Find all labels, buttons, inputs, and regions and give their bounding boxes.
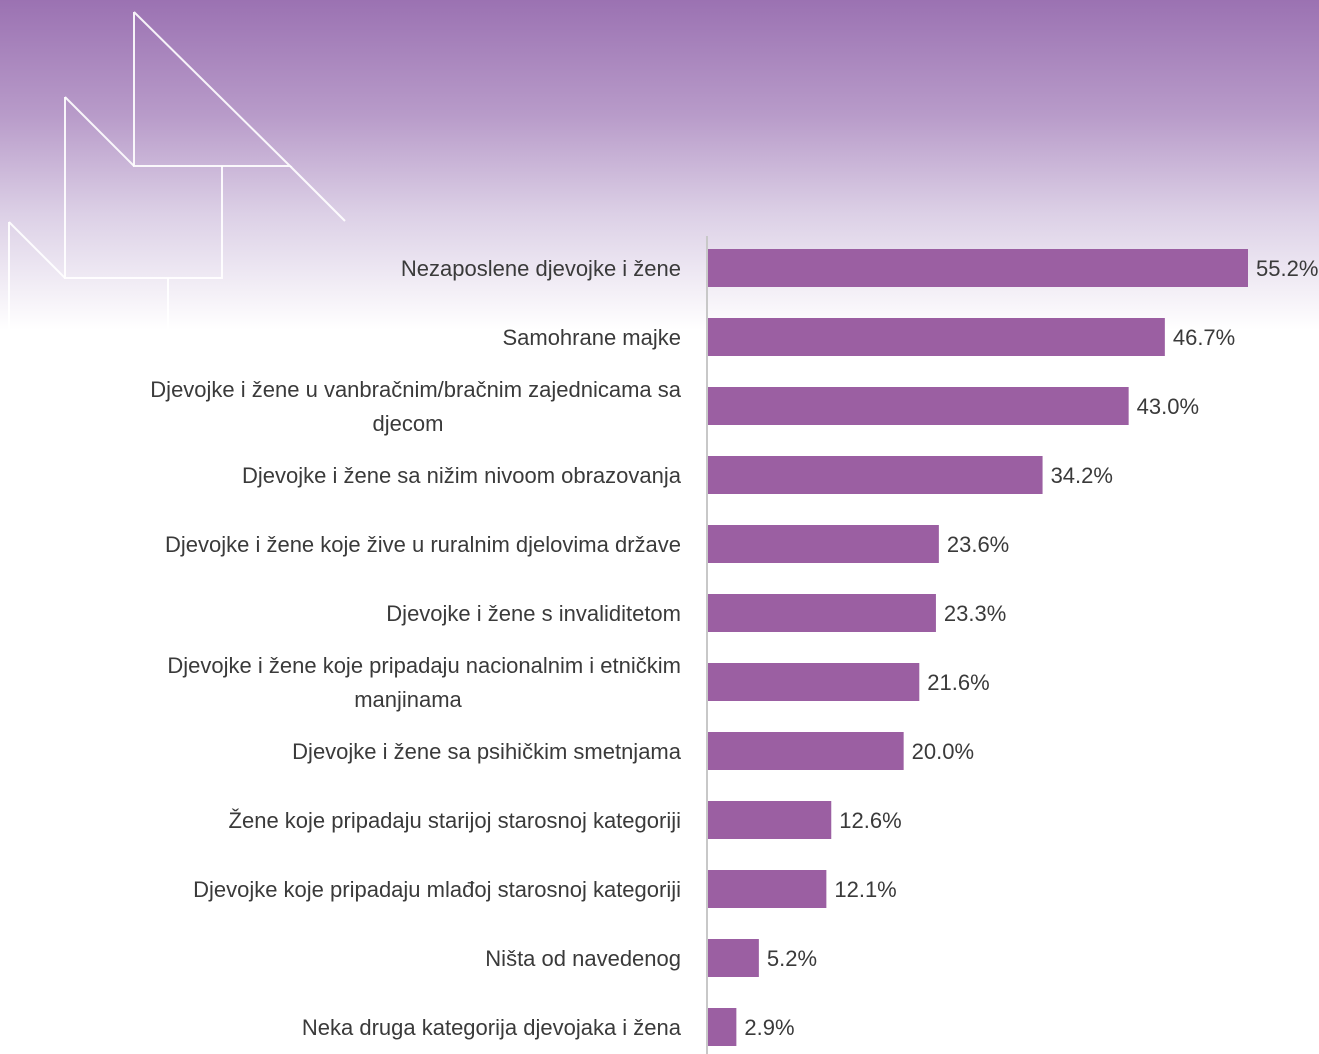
- bar: [708, 456, 1043, 494]
- bar: [708, 801, 832, 839]
- category-label: djecom: [373, 411, 444, 436]
- bar-value-label: 23.3%: [944, 601, 1006, 626]
- bar: [708, 1008, 737, 1046]
- bar-value-label: 34.2%: [1051, 463, 1113, 488]
- deco-line-small-diagonal: [8, 221, 66, 279]
- bar-value-label: 23.6%: [947, 532, 1009, 557]
- category-label: Djevojke i žene koje pripadaju nacionaln…: [167, 653, 681, 678]
- bar: [708, 318, 1165, 356]
- category-label: Djevojke i žene koje žive u ruralnim dje…: [165, 532, 681, 557]
- category-label: Djevojke i žene sa psihičkim smetnjama: [292, 739, 682, 764]
- category-label: Neka druga kategorija djevojaka i žena: [302, 1015, 682, 1040]
- bar-value-label: 43.0%: [1137, 394, 1199, 419]
- bar: [708, 594, 936, 632]
- bar: [708, 525, 939, 563]
- bar: [708, 870, 827, 908]
- category-label: Djevojke i žene u vanbračnim/bračnim zaj…: [150, 377, 681, 402]
- bars-group: 55.2% Nezaposlene djevojke i žene 46.7% Sam…: [150, 249, 1318, 1046]
- bar-value-label: 2.9%: [744, 1015, 794, 1040]
- deco-line-middle-diagonal: [64, 96, 135, 167]
- deco-line-diagonal: [289, 165, 346, 222]
- deco-triangle-middle: [64, 97, 223, 279]
- bar-value-label: 46.7%: [1173, 325, 1235, 350]
- deco-triangle-large: [133, 11, 293, 167]
- category-label: Djevojke i žene s invaliditetom: [386, 601, 681, 626]
- bar-value-label: 12.1%: [834, 877, 896, 902]
- bar-value-label: 55.2%: [1256, 256, 1318, 281]
- bar: [708, 939, 759, 977]
- category-label: Djevojke koje pripadaju mlađoj starosnoj…: [193, 877, 681, 902]
- category-label: Žene koje pripadaju starijoj starosnoj k…: [229, 808, 681, 833]
- category-label: Djevojke i žene sa nižim nivoom obrazova…: [242, 463, 682, 488]
- category-label: Samohrane majke: [502, 325, 681, 350]
- bar: [708, 387, 1129, 425]
- category-label: Ništa od navedenog: [485, 946, 681, 971]
- bar: [708, 732, 904, 770]
- bar: [708, 663, 920, 701]
- bar: [708, 249, 1248, 287]
- category-label: manjinama: [354, 687, 462, 712]
- bar-value-label: 5.2%: [767, 946, 817, 971]
- category-label: Nezaposlene djevojke i žene: [401, 256, 681, 281]
- decorative-triangles: [8, 11, 346, 330]
- bar-value-label: 21.6%: [927, 670, 989, 695]
- bar-value-label: 20.0%: [912, 739, 974, 764]
- bar-value-label: 12.6%: [839, 808, 901, 833]
